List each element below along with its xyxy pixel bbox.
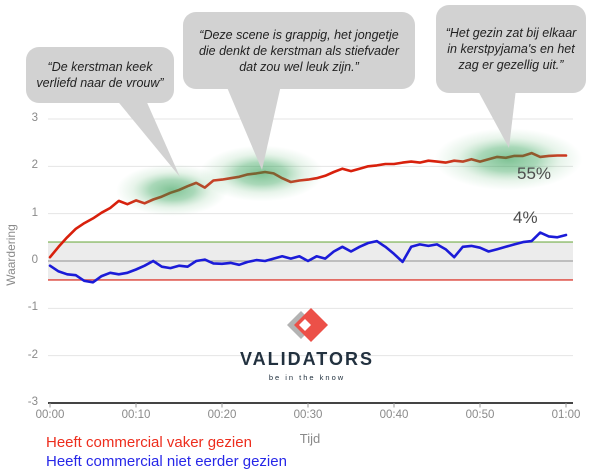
blue-series-percentage-label: 4% — [513, 208, 538, 227]
logo-wordmark: VALIDATORS — [239, 349, 374, 369]
y-tick-label: 2 — [31, 159, 38, 172]
y-tick-label: 0 — [31, 254, 38, 266]
x-tick-label: 00:40 — [379, 409, 409, 421]
y-tick-label: -2 — [27, 348, 38, 361]
x-tick-label: 01:00 — [551, 409, 581, 421]
quote-text: “Het gezin zat bij elkaar in kerstpyjama… — [445, 26, 577, 72]
red-series-percentage-label: 55% — [517, 164, 552, 183]
quote-text: “Deze scene is grappig, het jongetje die… — [198, 27, 400, 74]
quote-bubble-kerstman: “De kerstman keek verliefd naar de vrouw… — [26, 47, 174, 103]
x-tick-label: 00:50 — [465, 409, 495, 421]
x-tick-label: 00:10 — [121, 409, 151, 421]
validators-diamond-icon — [287, 308, 328, 342]
y-tick-label: -1 — [27, 301, 38, 314]
y-tick-label: 3 — [31, 112, 38, 124]
x-tick-label: 00:30 — [293, 409, 323, 421]
legend-item-blue: Heeft commercial niet eerder gezien — [46, 453, 287, 470]
quote-text: “De kerstman keek verliefd naar de vrouw… — [36, 60, 164, 90]
x-axis-title: Tijd — [299, 431, 321, 446]
y-tick-label: 1 — [31, 206, 38, 219]
quote-bubble-scene: “Deze scene is grappig, het jongetje die… — [183, 12, 415, 89]
x-tick-label: 00:20 — [207, 409, 237, 421]
chart-legend: Heeft commercial vaker gezien Heeft comm… — [46, 433, 287, 471]
quote-bubble-gezin: “Het gezin zat bij elkaar in kerstpyjama… — [436, 5, 586, 93]
x-tick-label: 00:00 — [35, 409, 65, 421]
validators-logo: VALIDATORS be in the know — [217, 303, 397, 382]
logo-tagline: be in the know — [268, 373, 346, 382]
legend-item-red: Heeft commercial vaker gezien — [46, 434, 252, 451]
y-tick-label: -3 — [27, 395, 38, 408]
